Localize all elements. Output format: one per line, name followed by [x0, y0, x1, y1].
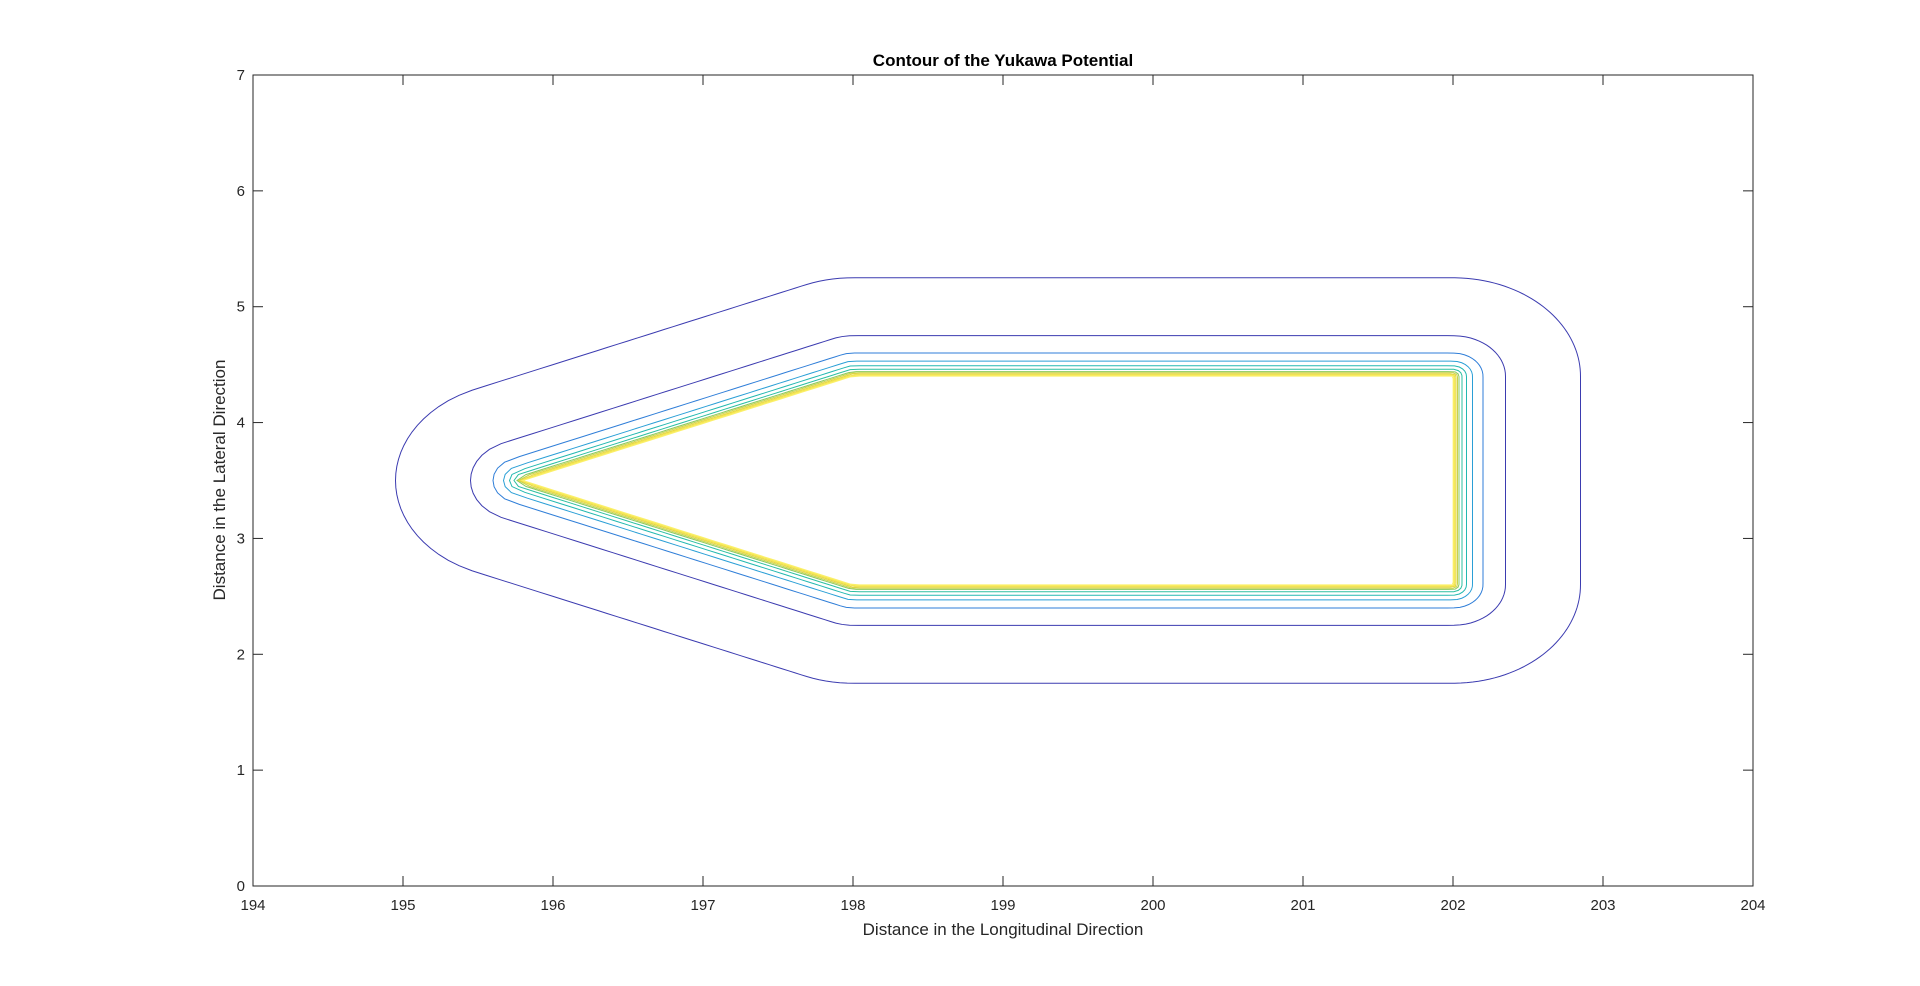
x-tick-label: 198 [840, 897, 865, 914]
x-tick-label: 202 [1440, 897, 1465, 914]
x-tick-label: 194 [240, 897, 265, 914]
y-tick-label: 4 [237, 415, 245, 432]
contour-level-5 [513, 368, 1463, 593]
contour-level-3 [502, 360, 1473, 601]
y-tick-label: 7 [237, 67, 245, 84]
y-tick-label: 6 [237, 183, 245, 200]
x-tick-label: 199 [990, 897, 1015, 914]
y-axis-label: Distance in the Lateral Direction [210, 360, 229, 601]
x-tick-label: 195 [390, 897, 415, 914]
contour-lines [394, 277, 1581, 684]
x-tick-label: 204 [1740, 897, 1765, 914]
x-axis-label: Distance in the Longitudinal Direction [863, 920, 1144, 939]
x-tick-label: 197 [690, 897, 715, 914]
contour-level-0 [394, 277, 1581, 684]
x-tick-label: 203 [1590, 897, 1615, 914]
y-axis-ticks: 0 1 2 3 4 5 6 7 [237, 67, 1753, 895]
x-tick-label: 196 [540, 897, 565, 914]
contour-level-2 [492, 352, 1484, 609]
contour-level-4 [508, 365, 1467, 596]
contour-level-11 [521, 375, 1454, 586]
chart-title: Contour of the Yukawa Potential [873, 51, 1133, 70]
y-tick-label: 5 [237, 299, 245, 316]
x-tick-label: 201 [1290, 897, 1315, 914]
plot-area [252, 74, 1754, 887]
x-axis-ticks: 194 195 196 197 198 199 200 201 202 203 204 [240, 75, 1766, 914]
contour-level-6 [516, 371, 1460, 590]
x-tick-label: 200 [1140, 897, 1165, 914]
y-tick-label: 1 [237, 762, 245, 779]
y-tick-label: 0 [237, 878, 245, 895]
y-tick-label: 3 [237, 530, 245, 547]
y-tick-label: 2 [237, 646, 245, 663]
contour-level-1 [469, 335, 1506, 626]
contour-level-7 [517, 372, 1458, 589]
